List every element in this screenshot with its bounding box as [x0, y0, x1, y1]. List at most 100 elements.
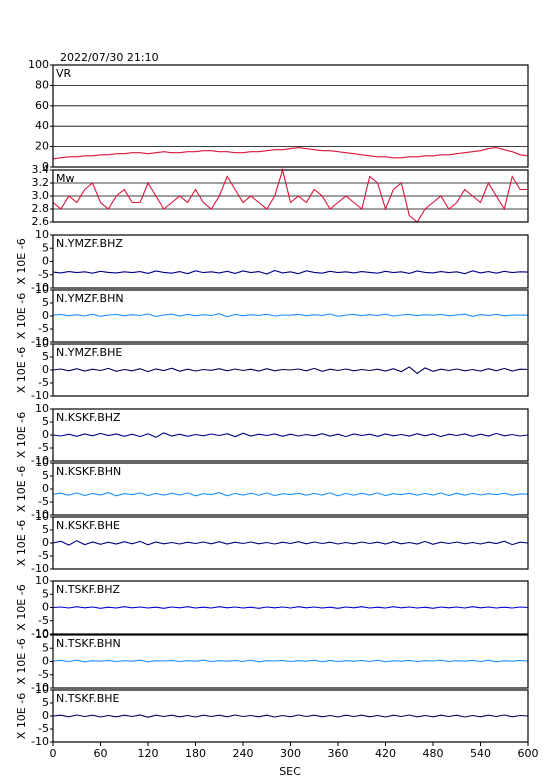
x-tick-label: 360	[328, 747, 349, 760]
y-tick-label: 100	[28, 58, 49, 71]
y-tick-label: -10	[31, 508, 49, 521]
panel-frame	[52, 289, 529, 343]
y-tick-label: 10	[35, 402, 49, 415]
trace	[52, 313, 528, 318]
y-tick-label: 10	[35, 228, 49, 241]
trace	[52, 606, 529, 609]
y-tick-label: 10	[35, 456, 49, 469]
y-tick-label: 10	[35, 283, 49, 296]
panel-label: N.TSKF.BHN	[56, 637, 121, 650]
y-tick-label: -10	[31, 389, 49, 402]
y-tick-label: 0	[42, 309, 49, 322]
y-tick-label: 5	[42, 641, 49, 654]
x-tick-label: 540	[470, 747, 491, 760]
x-tick-label: 600	[518, 747, 539, 760]
y-tick-label: 20	[35, 140, 49, 153]
y-tick-label: 2.6	[32, 215, 50, 228]
y-tick-label: 40	[35, 119, 49, 132]
x-tick-label: 420	[375, 747, 396, 760]
trace	[52, 366, 529, 375]
y-tick-label: 3.2	[32, 176, 50, 189]
panel-frame	[52, 689, 529, 743]
trace	[52, 540, 529, 546]
y-axis-label: X 10E -6	[15, 347, 28, 393]
y-tick-label: 0	[42, 482, 49, 495]
panel-label: N.TSKF.BHE	[56, 692, 120, 705]
panel-label: N.KSKF.BHE	[56, 519, 120, 532]
trace	[52, 714, 529, 718]
trace	[52, 167, 528, 223]
y-axis-label: X 10E -6	[15, 638, 28, 684]
panel-frame	[52, 343, 529, 397]
panel-label: N.KSKF.BHN	[56, 465, 121, 478]
y-tick-label: -5	[38, 549, 49, 562]
y-tick-label: -10	[31, 562, 49, 575]
y-tick-label: 0	[42, 255, 49, 268]
y-tick-label: 10	[35, 574, 49, 587]
panel-frame	[52, 169, 529, 223]
trace	[52, 147, 529, 160]
trace	[52, 492, 529, 497]
x-tick-label: 60	[94, 747, 108, 760]
x-tick-label: 0	[50, 747, 57, 760]
y-axis-label: X 10E -6	[15, 520, 28, 566]
trace	[52, 269, 529, 275]
y-tick-label: 0	[42, 160, 49, 173]
y-tick-label: 0	[42, 536, 49, 549]
y-tick-label: 60	[35, 99, 49, 112]
y-tick-label: -10	[31, 735, 49, 748]
panel-label: N.YMZF.BHE	[56, 346, 122, 359]
y-tick-label: -10	[31, 627, 49, 640]
x-tick-label: 300	[280, 747, 301, 760]
y-tick-label: 10	[35, 628, 49, 641]
chart-title: 2022/07/30 21:10	[60, 51, 159, 64]
y-tick-label: 5	[42, 296, 49, 309]
y-tick-label: 3.4	[32, 163, 50, 176]
panel-frame	[52, 408, 529, 462]
y-tick-label: 80	[35, 78, 49, 91]
x-tick-label: 240	[233, 747, 254, 760]
panel-label: VR	[56, 67, 72, 80]
y-tick-label: 5	[42, 469, 49, 482]
y-tick-label: -5	[38, 668, 49, 681]
y-tick-label: 10	[35, 683, 49, 696]
y-tick-label: 10	[35, 337, 49, 350]
y-tick-label: -10	[31, 681, 49, 694]
y-tick-label: 3.0	[32, 189, 50, 202]
panel-label: N.YMZF.BHN	[56, 292, 124, 305]
y-tick-label: 0	[42, 363, 49, 376]
y-axis-label: X 10E -6	[15, 466, 28, 512]
y-tick-label: -10	[31, 281, 49, 294]
y-tick-label: 5	[42, 350, 49, 363]
panel-frame	[52, 234, 529, 289]
y-tick-label: 0	[42, 601, 49, 614]
y-tick-label: -5	[38, 614, 49, 627]
y-axis-label: X 10E -6	[15, 693, 28, 739]
y-tick-label: -10	[31, 454, 49, 467]
trace	[52, 659, 529, 663]
y-tick-label: 5	[42, 696, 49, 709]
panel-frame	[52, 516, 529, 570]
trace	[52, 432, 529, 438]
y-tick-label: 0	[42, 428, 49, 441]
y-tick-label: 2.8	[32, 202, 50, 215]
y-tick-label: -5	[38, 495, 49, 508]
y-tick-label: 0	[42, 709, 49, 722]
panel-label: N.TSKF.BHZ	[56, 583, 121, 596]
y-tick-label: -5	[38, 322, 49, 335]
y-tick-label: -10	[31, 335, 49, 348]
x-tick-label: 480	[423, 747, 444, 760]
y-axis-label: X 10E -6	[15, 584, 28, 630]
y-tick-label: 0	[42, 655, 49, 668]
y-tick-label: -5	[38, 376, 49, 389]
y-axis-label: X 10E -6	[15, 293, 28, 339]
y-axis-label: X 10E -6	[15, 238, 28, 284]
x-tick-label: 120	[138, 747, 159, 760]
x-tick-label: 180	[185, 747, 206, 760]
y-tick-label: -5	[38, 441, 49, 454]
y-tick-label: 5	[42, 415, 49, 428]
panel-frame	[52, 580, 529, 635]
panel-label: N.KSKF.BHZ	[56, 411, 121, 424]
panel-frame	[52, 634, 529, 689]
